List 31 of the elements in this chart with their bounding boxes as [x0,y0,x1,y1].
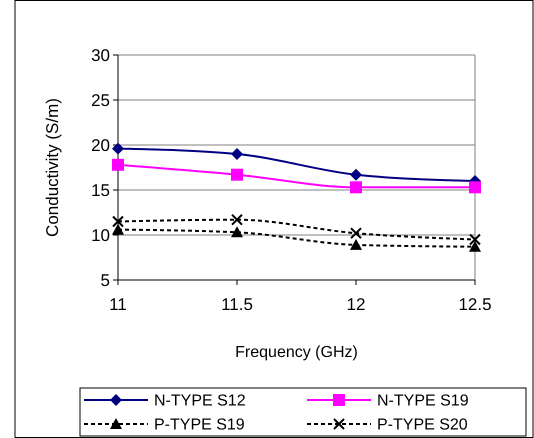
x-tick-label: 12 [346,295,366,314]
point [350,227,362,240]
point [112,216,124,228]
point [231,226,243,238]
point [112,142,124,155]
legend-label: P-TYPE S20 [377,416,468,434]
x-tick-label: 12.5 [458,295,492,314]
point [112,224,124,235]
point [231,148,243,160]
point [350,168,362,181]
legend-label: N-TYPE S19 [377,392,469,410]
point [350,181,362,194]
point [350,238,362,250]
y-tick-label: 10 [91,226,110,245]
y-tick-label: 5 [100,270,110,290]
point [112,158,124,171]
y-tick-label: 15 [91,180,110,200]
point [469,240,481,252]
y-tick-label: 30 [91,46,110,65]
point [469,181,481,194]
x-tick-label: 11 [109,295,127,314]
x-tick-label: 11.5 [221,295,253,314]
legend-label: N-TYPE S12 [154,392,246,410]
point [231,214,243,226]
y-axis-title: Conductivity (S/m) [43,98,62,237]
point [469,234,481,246]
legend-label: P-TYPE S19 [154,416,245,434]
y-tick-label: 20 [91,136,110,155]
point [231,168,243,181]
y-tick-label: 25 [91,90,110,110]
x-axis-title: Frequency (GHz) [235,344,358,361]
